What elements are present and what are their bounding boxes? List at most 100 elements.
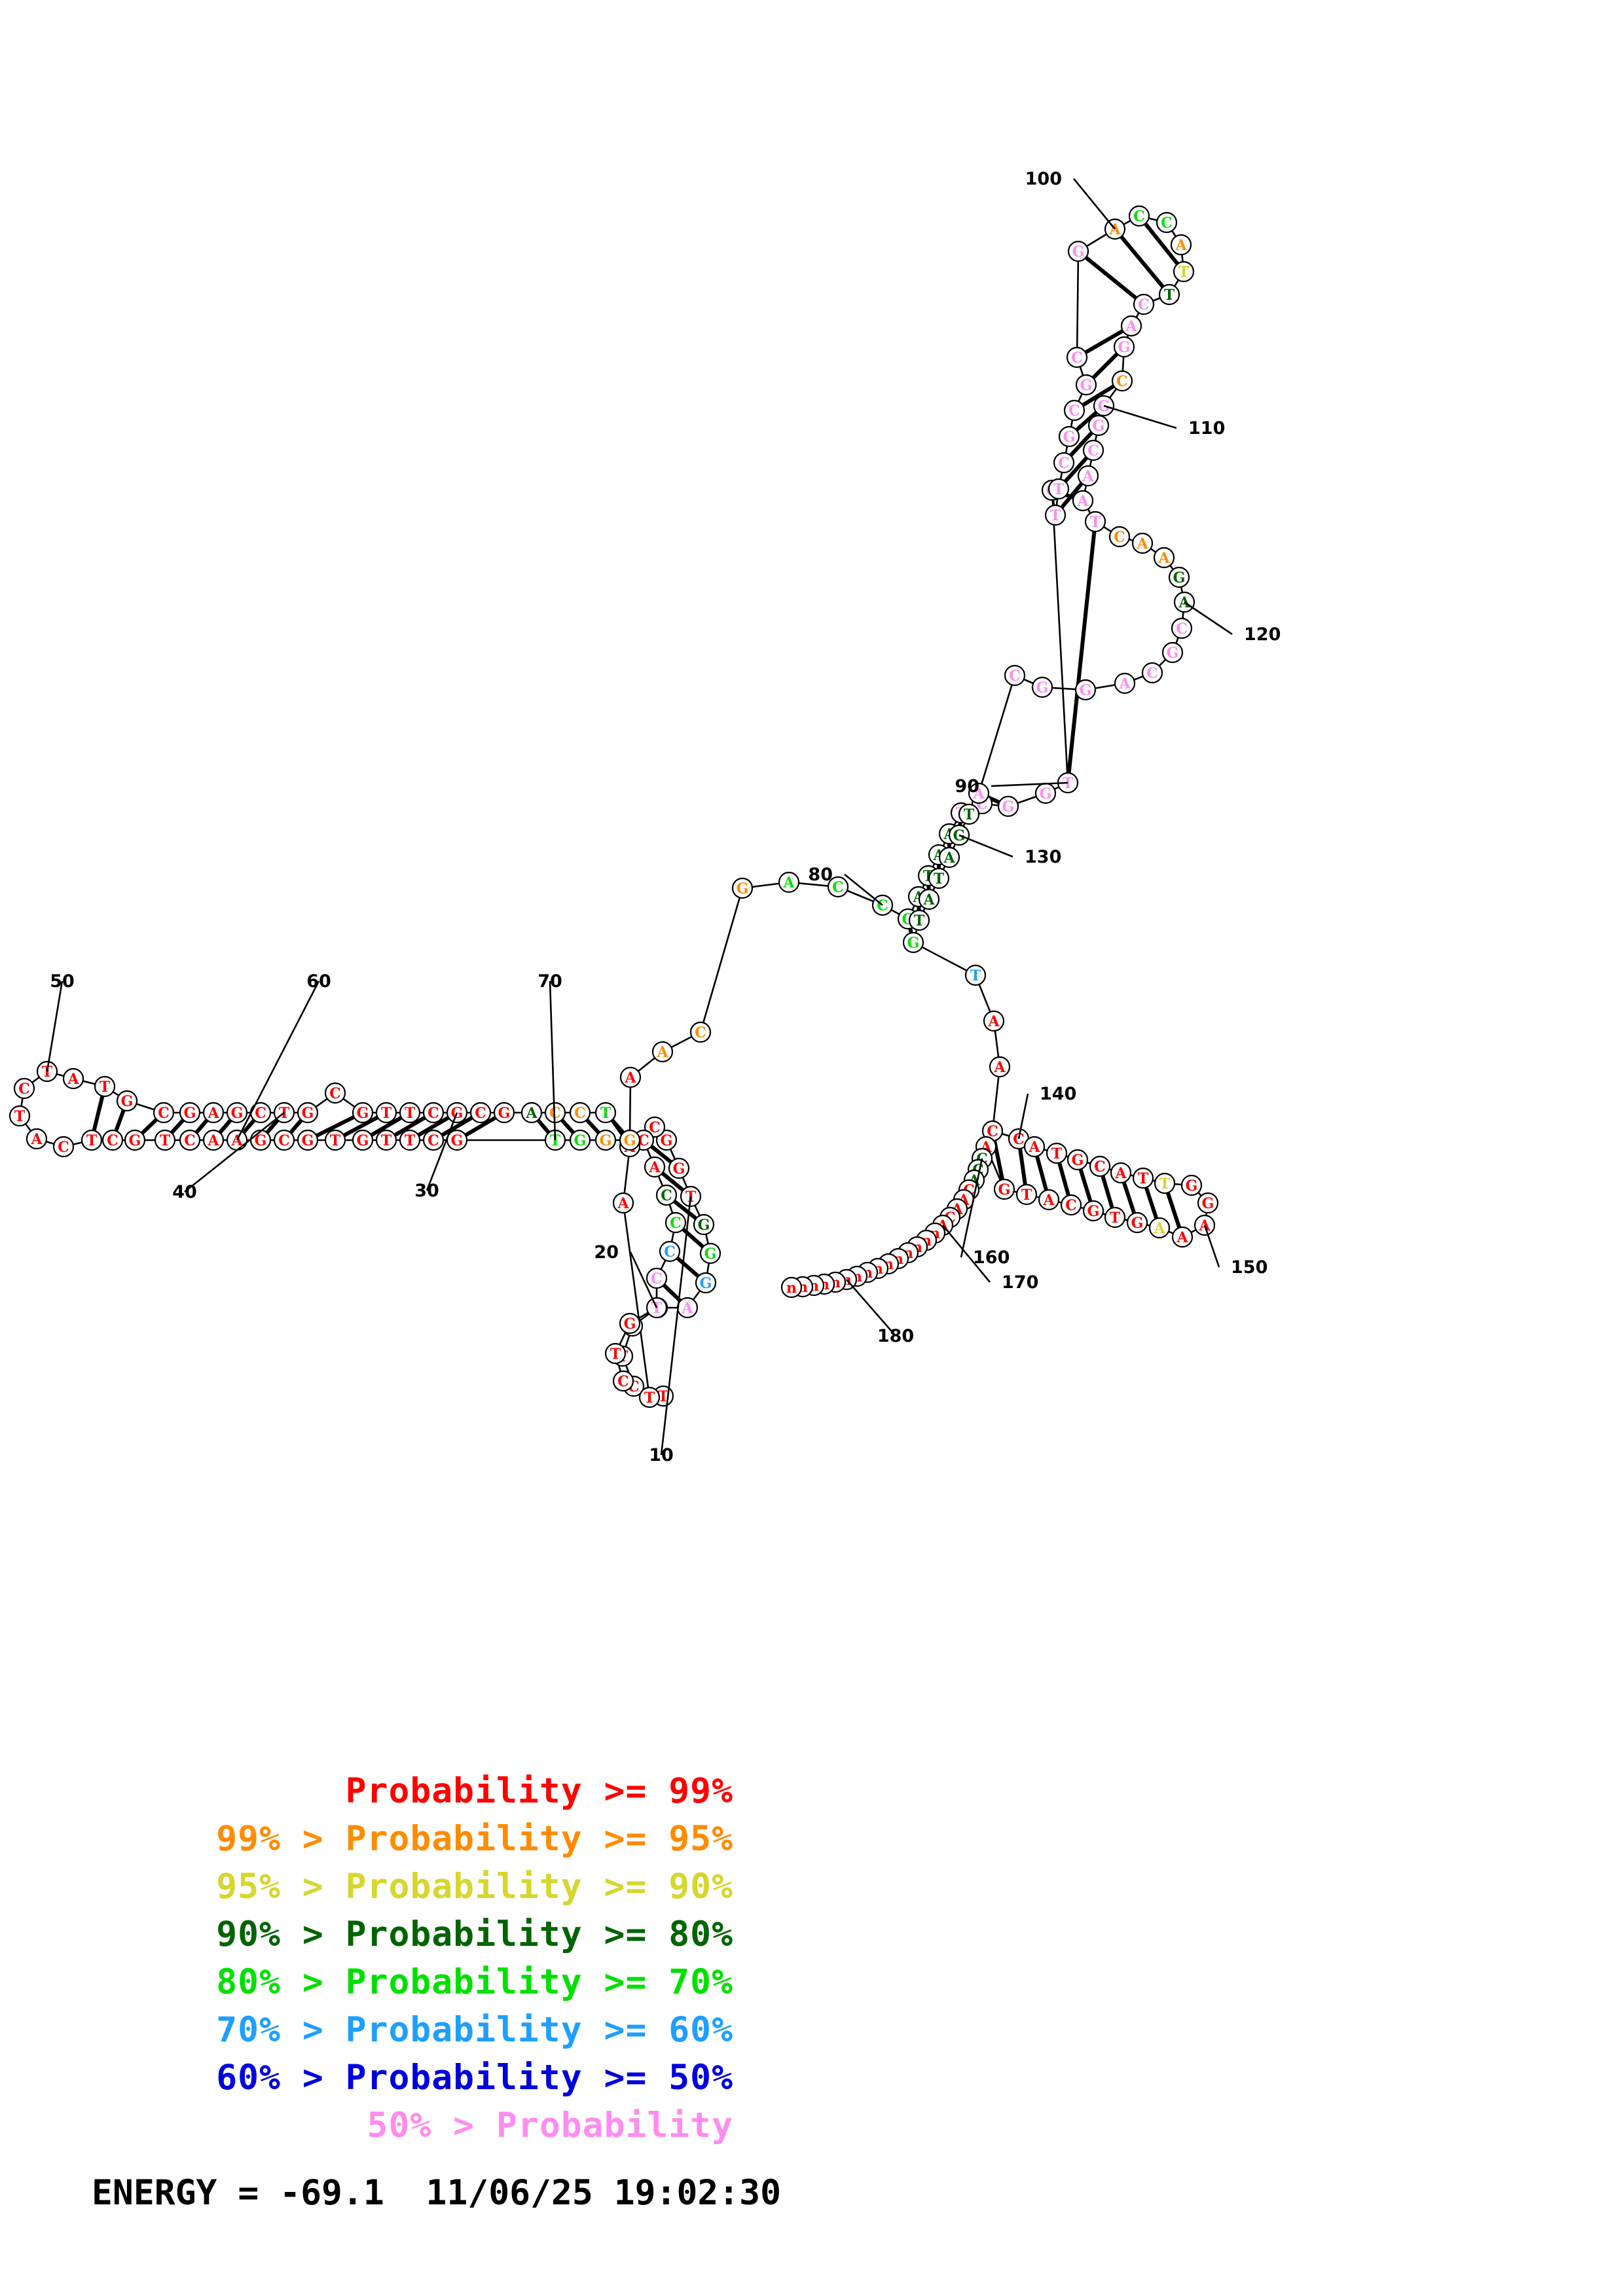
nucleotide[interactable]: A — [1110, 1162, 1132, 1184]
nucleotide[interactable]: C — [1066, 346, 1088, 368]
nucleotide[interactable]: C — [1133, 293, 1155, 315]
nucleotide[interactable]: C — [249, 1102, 272, 1124]
nucleotide[interactable]: A — [1170, 234, 1192, 256]
nucleotide[interactable]: A — [989, 1056, 1011, 1078]
nucleotide[interactable]: G — [1075, 374, 1097, 396]
nucleotide[interactable]: C — [52, 1136, 75, 1158]
nucleotide[interactable]: C — [469, 1102, 492, 1124]
nucleotide[interactable]: T — [1132, 1167, 1154, 1189]
nucleotide[interactable]: T — [1046, 1142, 1068, 1164]
nucleotide[interactable]: G — [997, 795, 1019, 817]
nucleotide[interactable]: C — [179, 1129, 201, 1151]
nucleotide[interactable]: C — [101, 1129, 124, 1151]
nucleotide[interactable]: T — [594, 1102, 617, 1124]
nucleotide[interactable]: A — [1072, 490, 1094, 512]
nucleotide[interactable]: G — [1087, 414, 1110, 437]
nucleotide[interactable]: T — [1084, 511, 1106, 533]
nucleotide[interactable]: T — [399, 1129, 421, 1151]
nucleotide[interactable]: T — [375, 1129, 397, 1151]
nucleotide[interactable]: C — [13, 1077, 35, 1100]
nucleotide[interactable]: A — [1153, 547, 1175, 569]
nucleotide[interactable]: G — [226, 1102, 248, 1124]
nucleotide[interactable]: T — [324, 1129, 346, 1151]
nucleotide[interactable]: A — [778, 871, 800, 893]
nucleotide[interactable]: T — [638, 1386, 661, 1408]
nucleotide[interactable]: A — [1038, 1189, 1060, 1211]
nucleotide[interactable]: C — [665, 1211, 687, 1234]
nucleotide[interactable]: A — [62, 1067, 84, 1090]
nucleotide[interactable]: C — [422, 1129, 445, 1151]
nucleotide[interactable]: T — [1158, 283, 1180, 306]
nucleotide[interactable]: G — [655, 1129, 678, 1151]
nucleotide[interactable]: G — [695, 1272, 717, 1294]
nucleotide[interactable]: A — [1023, 1136, 1046, 1158]
nucleotide[interactable]: T — [94, 1075, 116, 1098]
nucleotide[interactable]: T — [399, 1102, 421, 1124]
nucleotide[interactable]: T — [1048, 478, 1070, 500]
nucleotide[interactable]: A — [918, 888, 940, 910]
nucleotide[interactable]: C — [1060, 1194, 1082, 1216]
nucleotide[interactable]: C — [646, 1267, 668, 1289]
nucleotide[interactable]: T — [81, 1129, 103, 1151]
nucleotide[interactable]: C — [422, 1102, 445, 1124]
nucleotide[interactable]: C — [612, 1370, 634, 1392]
nucleotide[interactable]: A — [612, 1192, 634, 1214]
nucleotide[interactable]: C — [1004, 664, 1026, 687]
nucleotide[interactable]: A — [938, 846, 960, 869]
nucleotide[interactable]: C — [324, 1082, 346, 1104]
nucleotide[interactable]: A — [983, 1010, 1005, 1032]
nucleotide[interactable]: G — [1113, 336, 1135, 358]
nucleotide[interactable]: G — [569, 1129, 591, 1151]
nucleotide[interactable]: C — [1089, 1155, 1111, 1177]
nucleotide[interactable]: C — [1171, 617, 1193, 639]
nucleotide[interactable]: G — [297, 1102, 319, 1124]
nucleotide[interactable]: A — [676, 1297, 699, 1319]
nucleotide[interactable]: G — [1082, 1200, 1104, 1222]
nucleotide[interactable]: C — [1063, 399, 1085, 422]
nucleotide[interactable]: G — [297, 1129, 319, 1151]
nucleotide[interactable]: G — [993, 1178, 1015, 1200]
nucleotide[interactable]: T — [1154, 1172, 1176, 1194]
nucleotide[interactable]: T — [1015, 1183, 1038, 1206]
nucleotide[interactable]: G — [594, 1129, 617, 1151]
nucleotide[interactable]: C — [1053, 452, 1075, 474]
nucleotide[interactable]: T — [604, 1342, 627, 1365]
nucleotide[interactable]: G — [1074, 679, 1097, 701]
nucleotide[interactable]: T — [154, 1129, 176, 1151]
nucleotide[interactable]: C — [1128, 205, 1150, 227]
nucleotide[interactable]: G — [619, 1129, 641, 1151]
nucleotide[interactable]: C — [273, 1129, 295, 1151]
nucleotide[interactable]: G — [352, 1102, 374, 1124]
nucleotide[interactable]: T — [964, 964, 987, 986]
nucleotide[interactable]: A — [1171, 1226, 1194, 1248]
nucleotide[interactable]: G — [1067, 240, 1089, 262]
nucleotide[interactable]: A — [968, 782, 990, 804]
nucleotide[interactable]: G — [249, 1129, 272, 1151]
nucleotide[interactable]: C — [827, 876, 849, 898]
nucleotide[interactable]: C — [1111, 370, 1133, 392]
nucleotide[interactable]: C — [1156, 211, 1178, 234]
nucleotide[interactable]: G — [1197, 1192, 1219, 1214]
nucleotide[interactable]: C — [1141, 662, 1163, 684]
nucleotide[interactable]: n — [780, 1276, 803, 1299]
nucleotide[interactable]: C — [544, 1102, 566, 1124]
nucleotide[interactable]: C — [659, 1240, 681, 1263]
nucleotide[interactable]: G — [493, 1102, 515, 1124]
nucleotide[interactable]: A — [1077, 465, 1099, 487]
nucleotide[interactable]: G — [352, 1129, 374, 1151]
nucleotide[interactable]: G — [1058, 425, 1080, 448]
nucleotide[interactable]: G — [124, 1129, 146, 1151]
nucleotide[interactable]: G — [619, 1312, 641, 1335]
nucleotide[interactable]: A — [651, 1041, 674, 1063]
nucleotide[interactable]: G — [699, 1242, 721, 1265]
nucleotide[interactable]: G — [1034, 782, 1057, 804]
nucleotide[interactable]: A — [26, 1128, 48, 1150]
nucleotide[interactable]: A — [202, 1102, 225, 1124]
nucleotide[interactable]: G — [1180, 1174, 1203, 1196]
nucleotide[interactable]: C — [1108, 526, 1131, 548]
nucleotide[interactable]: G — [179, 1102, 201, 1124]
nucleotide[interactable]: G — [116, 1090, 138, 1112]
nucleotide[interactable]: G — [1168, 566, 1190, 588]
nucleotide[interactable]: T — [375, 1102, 397, 1124]
nucleotide[interactable]: G — [1126, 1211, 1148, 1234]
